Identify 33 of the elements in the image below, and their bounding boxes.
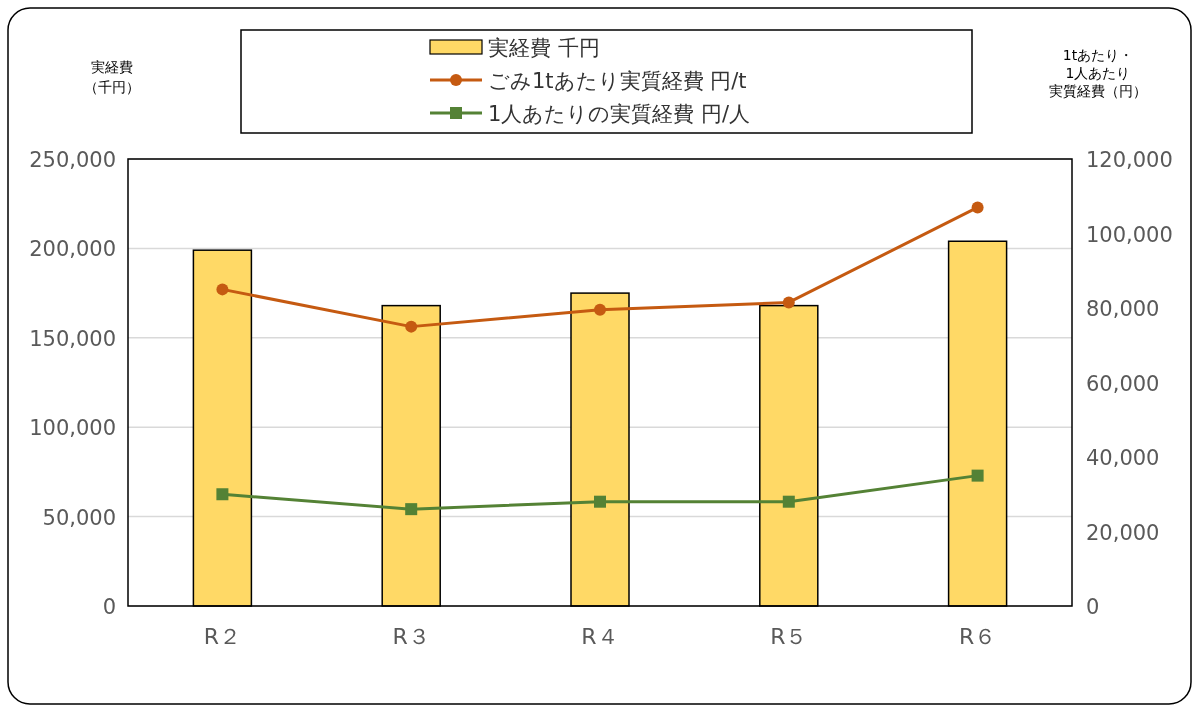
point (594, 303, 606, 316)
y-tick-label: 150,000 (29, 326, 116, 351)
legend-label: 1人あたりの実質経費 円/人 (488, 102, 751, 126)
y-tick-label: 100,000 (29, 416, 116, 441)
x-tick-label: R２ (203, 624, 242, 649)
y2-tick-label: 100,000 (1086, 222, 1173, 247)
legend-label: 実経費 千円 (488, 36, 600, 60)
y-tick-label: 200,000 (29, 237, 116, 262)
x-tick-label: R４ (581, 624, 619, 649)
y2-tick-label: 40,000 (1086, 446, 1160, 470)
x-tick-label: R５ (770, 624, 808, 649)
point (405, 320, 418, 333)
y2-tick-label: 0 (1086, 595, 1100, 619)
y2-tick-label: 60,000 (1086, 371, 1160, 396)
x-tick-label: R６ (958, 624, 997, 649)
point (216, 283, 229, 296)
y2-axis-title: 1tあたり・1人あたり実質経費（円） (1049, 47, 1147, 99)
y2-tick-label: 20,000 (1086, 520, 1160, 545)
y2-tick-label: 120,000 (1086, 148, 1173, 172)
point (971, 201, 984, 214)
point (405, 503, 418, 516)
legend-label: ごみ1tあたり実質経費 円/t (488, 69, 747, 93)
y2-tick-label: 80,000 (1086, 297, 1160, 321)
y-tick-label: 50,000 (42, 505, 116, 530)
y-tick-label: 250,000 (29, 148, 116, 172)
point (216, 488, 229, 501)
point (971, 469, 984, 482)
point (594, 495, 606, 508)
point (782, 296, 795, 309)
y-axis-title: 実経費（千円） (84, 59, 140, 95)
y-tick-label: 0 (102, 595, 116, 619)
point (782, 495, 795, 508)
x-tick-label: R３ (392, 624, 430, 649)
